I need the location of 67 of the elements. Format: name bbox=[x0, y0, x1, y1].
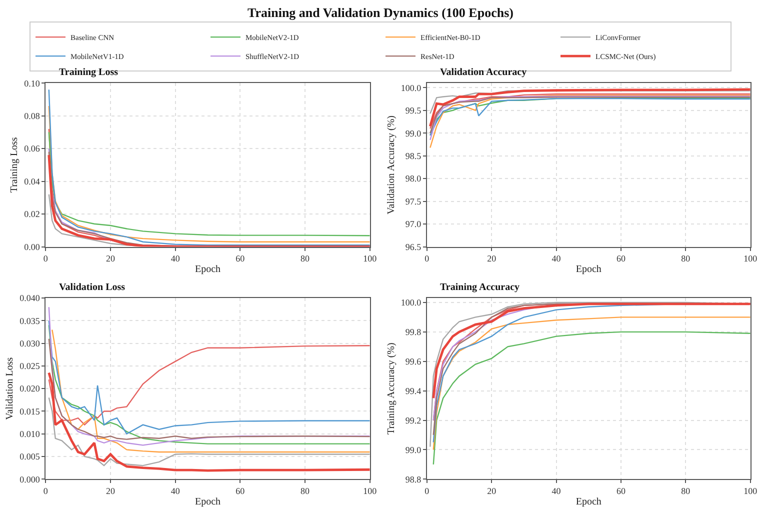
x-tick-label: 40 bbox=[552, 486, 562, 496]
text: Training and Validation Dynamics (100 Epochs) bbox=[248, 4, 514, 20]
y-tick-label: 0.06 bbox=[24, 144, 40, 154]
x-tick-label: 0 bbox=[43, 486, 48, 496]
x-tick-label: 100 bbox=[744, 486, 758, 496]
x-tick-label: 0 bbox=[424, 486, 430, 496]
x-tick-label: 80 bbox=[300, 254, 310, 264]
y-tick-label: 99.0 bbox=[405, 444, 422, 455]
y-tick-label: 0.040 bbox=[20, 293, 40, 304]
x-tick-label: 60 bbox=[616, 254, 626, 264]
y-tick-label: 99.4 bbox=[405, 386, 422, 396]
y-tick-label: 99.2 bbox=[405, 415, 422, 426]
chart-title: Training Loss bbox=[59, 67, 118, 78]
x-tick-label: 80 bbox=[300, 486, 310, 496]
x-tick-label: 20 bbox=[106, 254, 116, 264]
y-tick-label: 0.015 bbox=[20, 406, 40, 416]
x-tick-label: 100 bbox=[363, 486, 378, 496]
x-tick-label: 60 bbox=[236, 486, 246, 496]
y-tick-label: 0.10 bbox=[24, 78, 40, 88]
y-tick-label: 99.5 bbox=[405, 106, 422, 116]
x-axis-title: Epoch bbox=[576, 264, 602, 276]
y-tick-label: 0.035 bbox=[20, 316, 40, 326]
y-tick-label: 0.000 bbox=[20, 474, 40, 484]
y-tick-label: 100.0 bbox=[400, 82, 422, 93]
x-tick-label: 40 bbox=[170, 486, 180, 496]
y-tick-label: 98.8 bbox=[405, 474, 422, 484]
y-tick-label: 97.5 bbox=[405, 196, 422, 206]
x-tick-label: 80 bbox=[681, 254, 691, 264]
x-tick-label: 100 bbox=[363, 254, 378, 264]
y-axis-title: Validation Accuracy (%) bbox=[386, 116, 397, 214]
x-tick-label: 20 bbox=[487, 486, 497, 496]
y-axis-title: Validation Loss bbox=[4, 357, 16, 420]
y-tick-label: 0.010 bbox=[20, 429, 40, 440]
y-tick-label: 99.6 bbox=[405, 356, 422, 367]
y-tick-label: 98.0 bbox=[405, 174, 422, 184]
x-tick-label: 0 bbox=[424, 254, 430, 264]
x-tick-label: 100 bbox=[744, 254, 758, 264]
chart-title: Validation Loss bbox=[59, 282, 126, 293]
x-axis-title: Epoch bbox=[576, 496, 602, 508]
x-tick-label: 0 bbox=[43, 254, 48, 264]
y-axis-title: Training Loss bbox=[9, 137, 20, 193]
y-tick-label: 0.00 bbox=[24, 242, 40, 252]
y-tick-label: 0.02 bbox=[24, 209, 40, 220]
x-tick-label: 20 bbox=[487, 254, 497, 264]
x-tick-label: 40 bbox=[170, 254, 180, 264]
chart-title: Training Accuracy bbox=[440, 282, 520, 293]
x-tick-label: 40 bbox=[552, 254, 562, 264]
y-tick-label: 99.0 bbox=[405, 128, 422, 138]
y-tick-label: 98.5 bbox=[405, 150, 422, 161]
x-tick-label: 60 bbox=[236, 254, 246, 264]
y-tick-label: 0.08 bbox=[24, 110, 40, 121]
y-axis-title: Training Accuracy (%) bbox=[386, 342, 397, 435]
y-tick-label: 99.8 bbox=[405, 327, 422, 338]
y-tick-label: 0.030 bbox=[20, 338, 40, 348]
x-axis-title: Epoch bbox=[194, 496, 221, 508]
y-tick-label: 0.025 bbox=[20, 361, 40, 372]
x-axis-title: Epoch bbox=[194, 264, 221, 276]
y-tick-label: 0.020 bbox=[20, 384, 40, 394]
x-tick-label: 20 bbox=[106, 486, 116, 496]
y-tick-label: 0.005 bbox=[20, 452, 40, 462]
x-tick-label: 60 bbox=[616, 486, 626, 496]
chart-title: Validation Accuracy bbox=[440, 67, 527, 78]
x-tick-label: 80 bbox=[681, 486, 691, 496]
y-tick-label: 97.0 bbox=[405, 219, 422, 230]
y-tick-label: 0.04 bbox=[24, 176, 40, 186]
y-tick-label: 100.0 bbox=[400, 298, 422, 308]
y-tick-label: 96.5 bbox=[405, 242, 422, 252]
